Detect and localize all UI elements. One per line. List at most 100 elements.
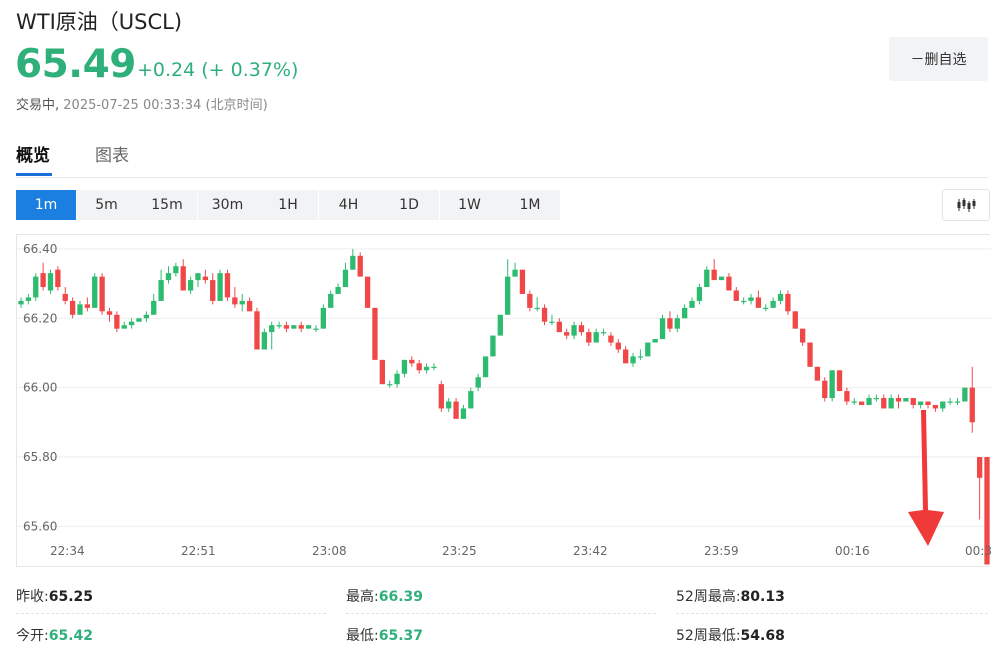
candle-body xyxy=(379,359,385,385)
candle-body xyxy=(836,370,843,392)
price-change: +0.24 (+ 0.37%) xyxy=(137,59,299,81)
candle-body xyxy=(704,269,710,288)
candle-body xyxy=(844,391,850,402)
remove-watchlist-button[interactable]: －删自选 xyxy=(889,37,988,81)
x-tick-label: 00:16 xyxy=(835,544,870,558)
candle-body xyxy=(401,359,408,374)
candle-body xyxy=(630,356,636,364)
stat-52w-high: 52周最高:80.13 xyxy=(676,589,785,605)
candle-body xyxy=(18,300,24,305)
candle-body xyxy=(40,273,46,288)
candle-body xyxy=(187,280,194,291)
candle-body xyxy=(593,332,599,343)
candle-body xyxy=(460,408,467,419)
candle-body xyxy=(667,318,673,329)
candlestick-chart: 66.40 66.20 66.00 65.80 65.60 22:34 22:51 23:08… xyxy=(17,242,992,565)
candle-body xyxy=(571,325,577,336)
low-value: 65.37 xyxy=(378,628,424,644)
y-tick-label: 66.00 xyxy=(23,381,57,395)
candle-body xyxy=(47,273,54,291)
candle-body xyxy=(785,293,791,312)
interval-1w[interactable]: 1W xyxy=(439,190,500,220)
candle-body xyxy=(342,269,349,288)
interval-30m[interactable]: 30m xyxy=(197,190,258,220)
price-chart[interactable]: 66.40 66.20 66.00 65.80 65.60 22:34 22:51 23:08… xyxy=(16,234,992,567)
candle-body xyxy=(792,311,798,329)
candle-body xyxy=(387,384,393,386)
stat-open: 今开:65.42 xyxy=(16,628,94,644)
candle-body xyxy=(866,398,872,405)
candle-body xyxy=(505,276,511,315)
candle-body xyxy=(372,307,378,360)
candle-body xyxy=(969,387,975,423)
interval-4h[interactable]: 4H xyxy=(318,190,379,220)
candle-body xyxy=(136,318,142,322)
candle-body xyxy=(143,314,150,319)
candle-body xyxy=(409,359,415,364)
divider xyxy=(676,613,988,615)
candle-body xyxy=(269,325,275,333)
candle-body xyxy=(283,325,290,329)
candle-body xyxy=(910,398,916,405)
candle-body xyxy=(416,363,422,371)
down-arrow-annotation xyxy=(908,410,944,546)
candle-body xyxy=(350,255,356,270)
candle-body xyxy=(741,300,747,303)
candle-body xyxy=(940,401,946,409)
x-tick-label: 23:59 xyxy=(704,544,739,558)
candle-body xyxy=(770,300,776,308)
candle-body xyxy=(158,280,164,301)
candle-body xyxy=(99,276,105,312)
interval-5m[interactable]: 5m xyxy=(76,190,137,220)
candle-body xyxy=(482,356,489,378)
stat-52w-low: 52周最低:54.68 xyxy=(676,628,785,644)
candle-body xyxy=(217,273,223,301)
candle-body xyxy=(246,300,253,312)
candle-body xyxy=(600,332,607,334)
candle-body xyxy=(984,457,990,565)
candle-body xyxy=(114,314,120,329)
candle-body xyxy=(917,401,924,405)
candle-body xyxy=(578,325,585,333)
divider xyxy=(346,613,656,615)
candle-body xyxy=(453,401,459,419)
y-tick-label: 65.80 xyxy=(23,450,57,464)
candle-body xyxy=(895,398,902,402)
stat-low: 最低:65.37 xyxy=(346,628,424,644)
tab-bar: 概览 图表 xyxy=(16,141,988,178)
candle-body xyxy=(320,307,326,329)
chart-type-button[interactable] xyxy=(942,189,990,221)
candle-body xyxy=(173,266,179,274)
interval-1h[interactable]: 1H xyxy=(258,190,318,220)
candle-body xyxy=(556,321,562,333)
interval-1d[interactable]: 1D xyxy=(379,190,439,220)
interval-1m[interactable]: 1m xyxy=(16,190,76,220)
x-tick-label: 00:3 xyxy=(965,544,991,558)
candle-body xyxy=(128,321,135,326)
candle-body xyxy=(689,300,695,308)
candle-body xyxy=(468,391,474,409)
interval-1mo[interactable]: 1M xyxy=(500,190,560,220)
candle-body xyxy=(210,280,216,301)
candle-body xyxy=(873,398,880,400)
candle-body xyxy=(851,401,857,403)
candle-body xyxy=(519,269,526,294)
candle-body xyxy=(822,380,828,399)
candle-body xyxy=(55,269,61,288)
candle-body xyxy=(512,269,518,277)
interval-15m[interactable]: 15m xyxy=(137,190,197,220)
candle-body xyxy=(829,370,835,399)
candle-body xyxy=(763,307,769,310)
candle-body xyxy=(888,398,894,409)
active-tab-indicator xyxy=(16,173,52,176)
candle-body xyxy=(195,273,201,281)
tab-overview[interactable]: 概览 xyxy=(16,146,50,166)
candle-body xyxy=(438,384,444,409)
candle-body xyxy=(799,328,806,343)
tab-chart[interactable]: 图表 xyxy=(95,146,129,166)
candle-body xyxy=(261,332,267,350)
candle-body xyxy=(549,321,555,323)
candle-body xyxy=(586,332,592,343)
candle-body xyxy=(748,297,754,301)
candle-body xyxy=(364,276,371,308)
